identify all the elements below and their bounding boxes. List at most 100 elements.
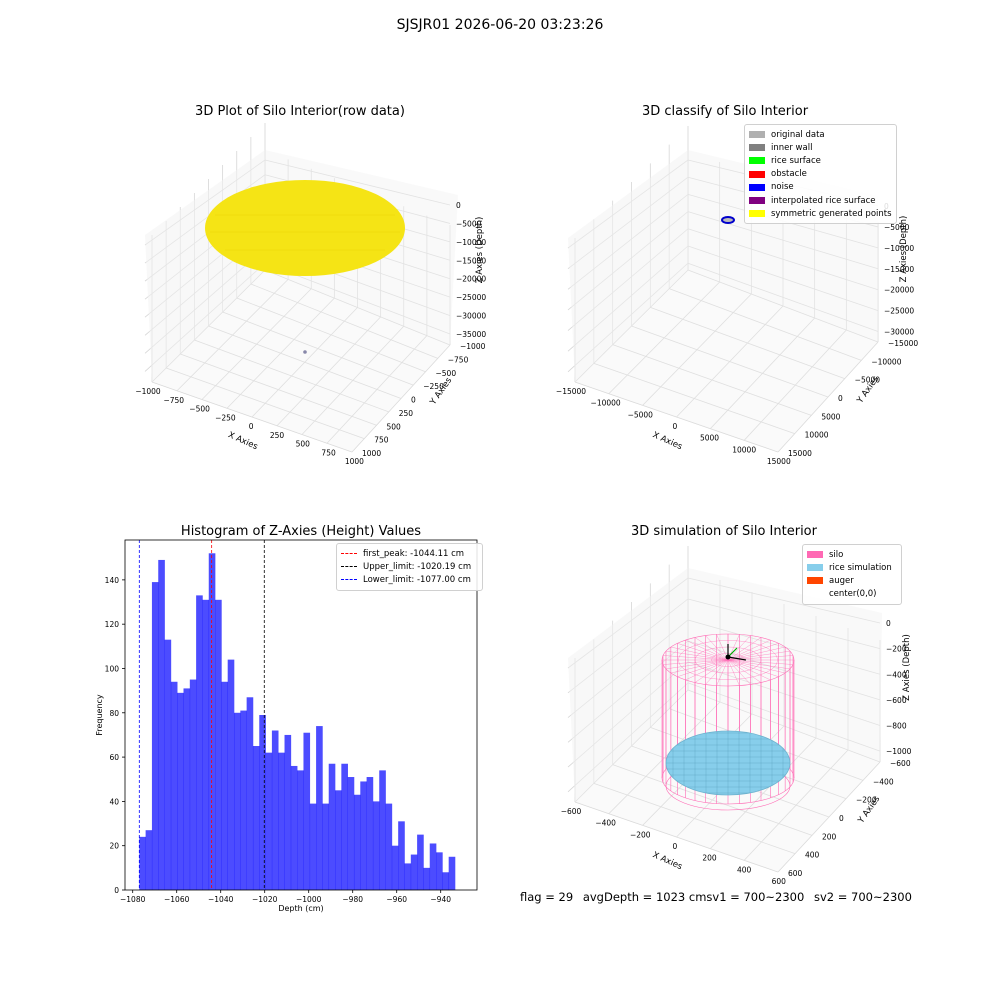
histogram-bar [404,863,412,890]
plot4-xtick: 0 [673,842,678,851]
legend-entry: original data [749,128,892,141]
histogram-ytick: 40 [109,797,119,806]
plot1-ztick: −10000 [456,238,486,247]
legend-label: rice surface [771,155,821,166]
plot4-xtick: 600 [772,877,787,886]
plot4-xtick: −400 [595,819,616,828]
flag-text: flag = 29 [520,890,574,904]
legend-label: auger [829,575,854,586]
histogram-bar [309,803,317,890]
plot4-ztick: −200 [886,645,907,654]
plot2-xtick: 5000 [700,434,719,443]
status-footer: flag = 29 avgDepth = 1023 cmsv1 = 700~23… [520,890,912,904]
histogram-bar [189,679,197,890]
legend-label: Upper_limit: -1020.19 cm [363,561,472,572]
plot1-xtick: 1000 [345,457,364,466]
histogram-bar [145,830,153,890]
histogram-bar [297,770,304,890]
legend-line-swatch [341,553,357,555]
legend-entry: rice surface [749,154,892,167]
histogram-bar [328,763,336,890]
histogram-bar [429,843,437,890]
plot1-ytick: 1000 [362,449,381,458]
plot4-ytick: −200 [856,796,877,805]
plot4-3d-axes: −600−400−20002004006006004002000−200−400… [561,546,912,886]
histogram-bar [366,777,374,890]
histogram-bar [234,712,241,890]
plot4-ytick: 600 [788,869,803,878]
plot2-ztick: −5000 [884,223,910,232]
histogram-bar [385,803,393,890]
legend-swatch [749,157,765,165]
histogram-bar [202,599,210,890]
center-point [725,654,731,660]
histogram-ytick: 80 [109,709,119,718]
plot1-ytick: 250 [399,409,414,418]
legend-label: Lower_limit: -1077.00 cm [363,574,471,585]
plot2-xtick: 10000 [732,445,756,454]
plot1-ytick: −500 [436,369,457,378]
plot2-ytick: 10000 [805,431,829,440]
legend-entry: interpolated rice surface [749,194,892,207]
plot1-xtick: −1000 [135,387,161,396]
plot2-xtick: −15000 [556,387,586,396]
plot4-ytick: −600 [890,759,911,768]
histogram-xtick: −940 [430,895,451,904]
plot2-ytick: 5000 [821,412,840,421]
histogram-bar [379,770,386,890]
plot2-xtick: 0 [673,422,678,431]
plot4-ytick: −400 [873,777,894,786]
histogram-frame [124,539,478,891]
histogram-bar [177,692,184,890]
histogram-bar [158,559,165,890]
plot1-title: 3D Plot of Silo Interior(row data) [195,104,405,119]
legend-label: silo [829,549,844,560]
histogram-bar [436,852,443,890]
histogram-bar [360,781,367,890]
histogram-bar [278,752,285,890]
plot2-ztick: −10000 [884,244,914,253]
legend-label: rice simulation [829,562,892,573]
plot1-ztick: −35000 [456,330,486,339]
plot4-ztick: −400 [886,670,907,679]
plot1-outlier-point [303,350,307,354]
histogram-bar [170,681,178,890]
plot2-xtick: −5000 [628,410,654,419]
plot1-ytick: −1000 [460,342,486,351]
legend-entry: center(0,0) [807,588,897,601]
legend-label: inner wall [771,142,813,153]
histogram-bar [341,763,348,890]
histogram-bar [164,639,172,890]
histogram-bar [240,710,247,890]
legend-swatch [749,131,765,139]
legend-swatch [807,591,823,598]
plot2-ytick: −10000 [871,357,901,366]
plot2-classified-points [721,216,735,224]
histogram-bar [417,834,424,890]
histogram-bar [259,715,266,890]
histogram-ytick: 20 [109,842,119,851]
plot4-zlabel: Z Axies (Depth) [902,634,912,701]
histogram-xtick: −1080 [120,895,146,904]
histogram-bar [183,688,191,890]
plot2-ztick: −25000 [884,307,914,316]
legend-label: center(0,0) [829,589,877,600]
plot4-ytick: 200 [822,832,837,841]
histogram-bar [215,599,222,890]
histogram-bar [316,726,323,890]
histogram-ytick: 120 [105,620,120,629]
plot4-ztick: −800 [886,722,907,731]
plot1-ztick: −15000 [456,256,486,265]
histogram-bar [442,872,449,890]
legend-entry: inner wall [749,141,892,154]
plot1-xtick: −250 [215,413,236,422]
histogram-bar [322,803,330,890]
plot2-ytick: −5000 [855,376,881,385]
plot1-ytick: 0 [411,396,416,405]
plot1-ytick: 500 [387,422,402,431]
plot1-ytick: −250 [423,382,444,391]
histogram-bar [290,765,298,890]
legend-entry: Lower_limit: -1077.00 cm [341,573,478,586]
histogram-xtick: −980 [342,895,363,904]
histogram-ytick: 0 [114,886,119,895]
